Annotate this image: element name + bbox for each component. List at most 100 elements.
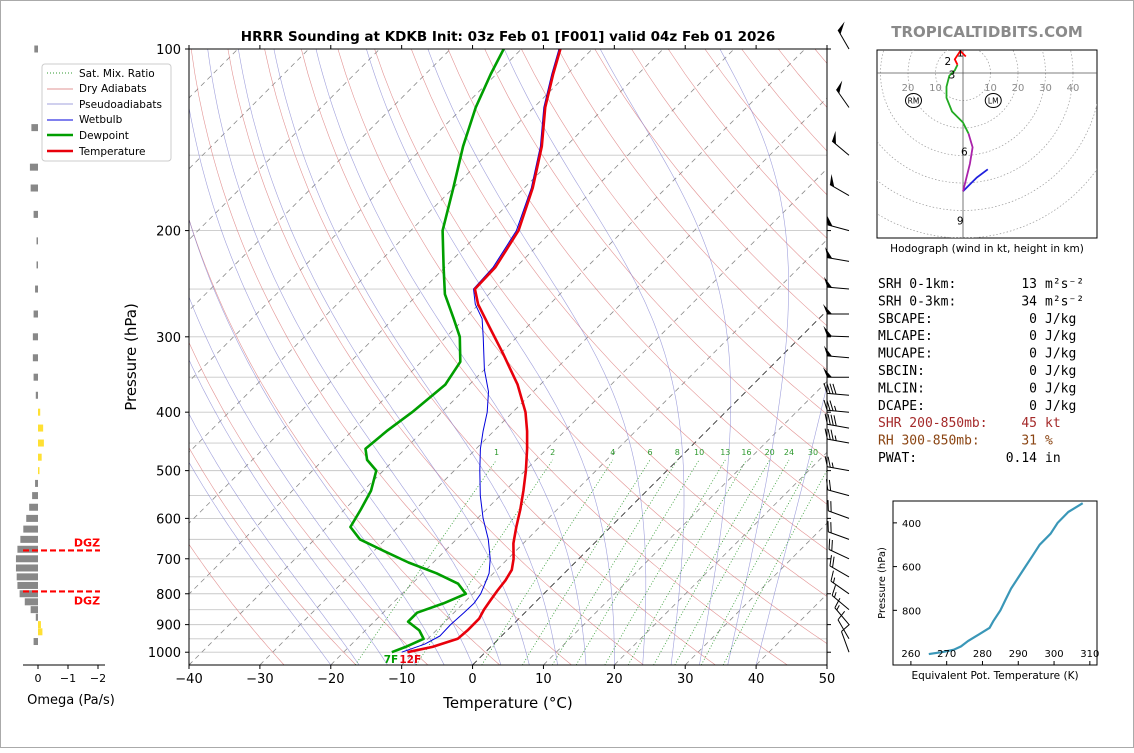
y-tick-label: 700 [156,553,181,568]
stat-value: 0 [1029,399,1037,414]
omega-bar [36,614,38,621]
moist-adiabat-line [504,49,684,665]
omega-bar [38,409,40,416]
omega-bar [16,555,38,562]
omega-bar [36,392,38,399]
wind-barb-half-flag [831,463,834,468]
legend-label-temperature: Temperature [78,146,146,158]
wind-barb-staff [827,393,849,395]
wind-barb-staff [828,490,849,496]
wind-barb [824,479,852,495]
mixing-ratio-label: 20 [765,448,775,457]
mixing-ratio-line [605,460,726,665]
skewt-x-axis-label: Temperature (°C) [442,694,572,712]
stat-unit: in [1045,451,1061,466]
omega-bar [23,526,38,533]
hodograph-ring-label: 20 [902,83,915,94]
stat-unit: J/kg [1045,347,1076,362]
stat-label: SRH 0-1km: [878,277,956,292]
omega-bar [17,546,38,553]
omega-bar [16,564,38,571]
theta-e-y-tick-label: 400 [902,519,921,530]
omega-bar [38,440,44,447]
stat-value: 0 [1029,347,1037,362]
stat-value: 13 [1021,277,1037,292]
hodograph-height-label: 6 [961,147,968,159]
omega-bar [29,504,38,511]
wind-barb [836,21,858,49]
wind-barb-staff [829,550,849,559]
theta-e-x-tick-label: 280 [973,649,992,660]
theta-e-line [929,503,1083,654]
stat-label: SRH 0-3km: [878,294,956,309]
stat-value: 45 [1021,416,1037,431]
mixing-ratio-line [654,460,770,665]
dgz-label: DGZ [74,594,100,607]
stat-label: MLCAPE: [878,329,933,344]
x-tick-label: −10 [388,672,415,687]
omega-bar [34,374,38,381]
hodograph-height-label: 1 [957,48,964,60]
hodograph-caption: Hodograph (wind in kt, height in km) [890,243,1084,255]
mixing-ratio-label: 16 [741,448,751,457]
wind-barb-pennant [826,174,839,187]
y-tick-label: 200 [156,225,181,240]
stat-label: SHR 200-850mb: [878,416,988,431]
mixing-ratio-line [675,460,789,665]
stat-value: 34 [1021,294,1037,309]
mixing-ratio-line [416,460,552,665]
stat-label: SBCIN: [878,364,925,379]
hodograph-frame [877,50,1097,238]
moist-adiabat-line [238,49,529,665]
mixing-ratio-label: 36 [828,448,838,457]
stat-unit: J/kg [1045,329,1076,344]
wind-barb [826,174,854,196]
wind-barb-pennant [823,346,833,357]
y-tick-label: 400 [156,406,181,421]
mixing-ratio-label: 24 [784,448,794,457]
legend-label-dry-adiabats: Dry Adiabats [79,83,147,95]
stat-unit: J/kg [1045,399,1076,414]
stat-value: 0 [1029,381,1037,396]
dgz-label: DGZ [74,536,100,549]
omega-x-tick-label: 0 [35,672,42,685]
skewt-title: HRRR Sounding at KDKB Init: 03z Feb 01 [… [241,29,775,45]
stat-unit: m²s⁻² [1045,294,1084,309]
stat-unit: J/kg [1045,312,1076,327]
dry-adiabat-line [265,49,716,665]
omega-bar [31,185,38,192]
stat-label: PWAT: [878,451,917,466]
wind-barb-half-flag [834,435,837,440]
isotherm-line [118,49,734,665]
wind-barb-pennant [824,214,835,226]
wind-barb-pennant [836,21,849,34]
hodograph-height-label: 9 [957,215,964,227]
wind-barb-staff [827,439,849,443]
y-tick-label: 800 [156,588,181,603]
mixing-ratio-label: 2 [550,448,555,457]
omega-bar [25,598,38,605]
wind-barb-pennant [823,247,834,258]
mixing-ratio-line [482,460,613,665]
omega-bar [38,467,39,474]
x-tick-label: 10 [535,672,552,687]
surface-dewpoint-label: 7F [384,654,398,666]
x-tick-label: 50 [819,672,836,687]
omega-x-axis-label: Omega (Pa/s) [27,693,115,708]
theta-e-y-tick-label: 600 [902,563,921,574]
moist-adiabat-line [720,49,789,665]
mixing-ratio-label: 8 [675,448,680,457]
mixing-ratio-line [576,460,699,665]
omega-bar [31,606,38,613]
moist-adiabat-line [274,49,558,665]
wind-barb [825,500,853,518]
wind-barb [829,131,855,155]
hodograph-height-label: 2 [945,56,952,68]
theta-e-y-tick-label: 800 [902,606,921,617]
wind-barb [824,214,852,230]
wind-barb-flag [828,571,837,581]
dry-adiabat-line [191,49,571,665]
x-tick-label: 30 [677,672,694,687]
y-tick-label: 1000 [148,646,181,661]
